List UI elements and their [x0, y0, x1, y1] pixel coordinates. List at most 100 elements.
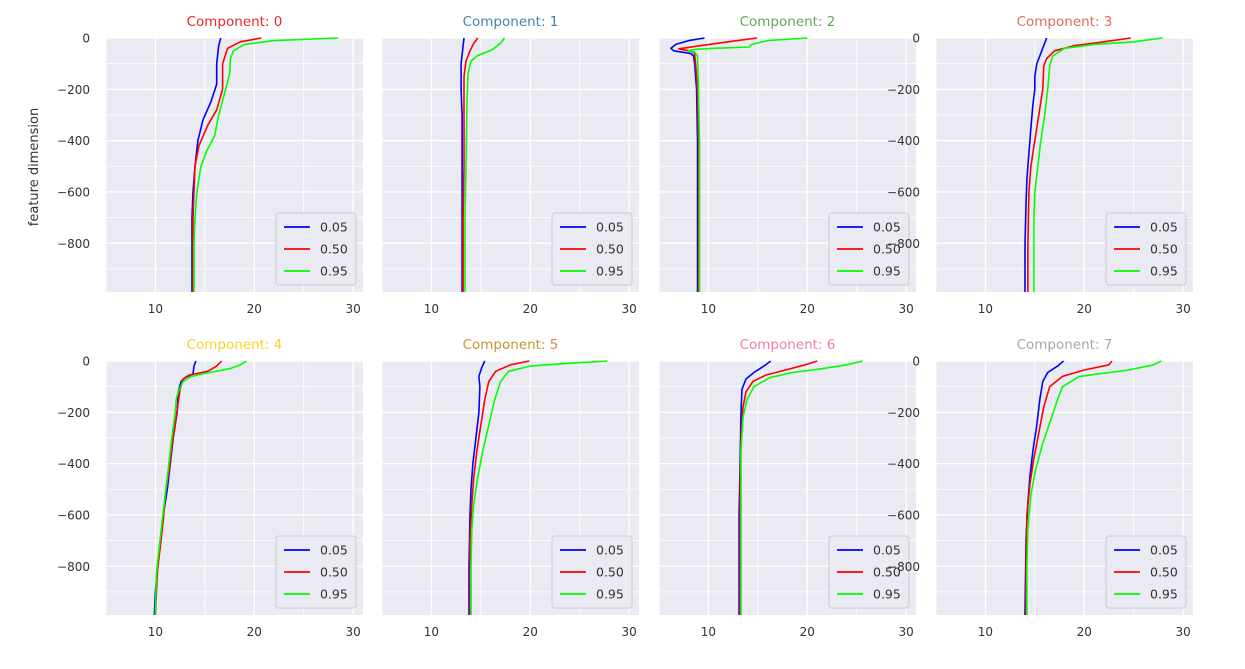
panel-title: Component: 2: [740, 14, 836, 30]
legend-label: 0.95: [873, 264, 901, 279]
legend-label: 0.05: [873, 543, 901, 558]
y-tick-label: −400: [887, 457, 920, 471]
series-line-0.95: [740, 360, 863, 615]
y-tick-label: −600: [887, 508, 920, 522]
x-tick-label: 20: [523, 625, 538, 639]
series-line-0.50: [462, 37, 479, 292]
series-line-0.50: [469, 360, 530, 615]
series-line-0.50: [1027, 37, 1131, 292]
y-tick-label: −600: [887, 185, 920, 199]
legend-box: [1105, 212, 1187, 286]
x-tick-label: 10: [701, 302, 716, 316]
x-tick-label: 10: [978, 302, 993, 316]
x-tick-label: 30: [345, 302, 360, 316]
series-line-0.95: [1026, 360, 1162, 615]
legend-label: 0.95: [320, 264, 348, 279]
series-line-0.95: [154, 360, 247, 616]
legend-box: [1105, 535, 1187, 609]
y-tick-label: −200: [887, 406, 920, 420]
y-tick-label: −800: [887, 237, 920, 251]
x-tick-label: 20: [1077, 302, 1092, 316]
legend-label: 0.95: [596, 587, 624, 602]
legend: 0.05 0.50 0.95: [1105, 535, 1187, 609]
legend-label: 0.05: [320, 220, 348, 235]
panel-title: Component: 5: [463, 337, 559, 353]
series-line-0.50: [1025, 360, 1113, 615]
legend-label: 0.50: [1150, 242, 1178, 257]
x-tick-label: 20: [247, 625, 262, 639]
panel-title: Component: 4: [187, 337, 283, 353]
chart-panel-5: 10 20 30 Component: 5 0.05 0.50 0.95: [381, 337, 639, 639]
legend-label: 0.95: [873, 587, 901, 602]
legend-box: [828, 535, 910, 609]
legend-label: 0.05: [873, 220, 901, 235]
series-line-0.05: [191, 37, 222, 292]
chart-panel-1: 10 20 30 Component: 1 0.05 0.50 0.95: [381, 14, 639, 316]
series-line-0.95: [193, 37, 339, 292]
legend: 0.05 0.50 0.95: [828, 212, 910, 286]
panel-title: Component: 6: [740, 337, 836, 353]
series-line-0.05: [1024, 37, 1048, 292]
y-tick-label: −200: [57, 83, 90, 97]
series-line-0.95: [687, 37, 808, 292]
x-tick-label: 30: [621, 302, 636, 316]
legend-label: 0.50: [873, 565, 901, 580]
legend-box: [275, 212, 357, 286]
legend-label: 0.95: [1150, 264, 1178, 279]
y-tick-label: −600: [57, 508, 90, 522]
series-line-0.50: [154, 360, 223, 616]
series-line-0.95: [470, 360, 608, 615]
x-tick-label: 20: [1077, 625, 1092, 639]
legend-label: 0.95: [596, 264, 624, 279]
x-tick-label: 20: [800, 302, 815, 316]
chart-panel-2: 10 20 30 Component: 2 0.05 0.50 0.95: [658, 14, 916, 316]
x-tick-label: 10: [424, 302, 439, 316]
y-tick-label: 0: [912, 355, 920, 369]
panel-title: Component: 3: [1017, 14, 1113, 30]
panel-title: Component: 0: [187, 14, 283, 30]
legend-label: 0.50: [320, 565, 348, 580]
series-line-0.95: [1033, 37, 1163, 292]
y-tick-label: −200: [57, 406, 90, 420]
legend-label: 0.05: [596, 220, 624, 235]
legend-box: [275, 535, 357, 609]
y-tick-label: −400: [57, 134, 90, 148]
legend: 0.05 0.50 0.95: [1105, 212, 1187, 286]
series-line-0.50: [192, 37, 262, 292]
legend-label: 0.05: [1150, 543, 1178, 558]
y-tick-label: 0: [82, 355, 90, 369]
x-tick-label: 30: [898, 302, 913, 316]
x-tick-label: 20: [247, 302, 262, 316]
series-line-0.05: [670, 37, 705, 292]
x-tick-label: 20: [523, 302, 538, 316]
legend-label: 0.50: [596, 565, 624, 580]
chart-panel-6: 10 20 30 Component: 6 0.05 0.50 0.95: [658, 337, 916, 639]
x-tick-label: 10: [148, 302, 163, 316]
y-tick-label: −400: [57, 457, 90, 471]
legend: 0.05 0.50 0.95: [828, 535, 910, 609]
y-tick-label: −200: [887, 83, 920, 97]
y-tick-label: −800: [57, 237, 90, 251]
legend-label: 0.05: [320, 543, 348, 558]
legend: 0.05 0.50 0.95: [551, 535, 633, 609]
x-tick-label: 30: [1175, 302, 1190, 316]
legend-label: 0.50: [320, 242, 348, 257]
legend: 0.05 0.50 0.95: [551, 212, 633, 286]
panel-title: Component: 1: [463, 14, 559, 30]
legend-label: 0.95: [1150, 587, 1178, 602]
legend-label: 0.50: [873, 242, 901, 257]
legend-label: 0.05: [1150, 220, 1178, 235]
y-axis-label: feature dimension: [27, 108, 42, 226]
x-tick-label: 10: [148, 625, 163, 639]
x-tick-label: 30: [345, 625, 360, 639]
series-line-0.05: [460, 37, 465, 292]
y-tick-label: −800: [57, 560, 90, 574]
legend-label: 0.95: [320, 587, 348, 602]
x-tick-label: 10: [701, 625, 716, 639]
x-tick-label: 30: [898, 625, 913, 639]
legend-box: [828, 212, 910, 286]
series-line-0.95: [464, 37, 506, 292]
